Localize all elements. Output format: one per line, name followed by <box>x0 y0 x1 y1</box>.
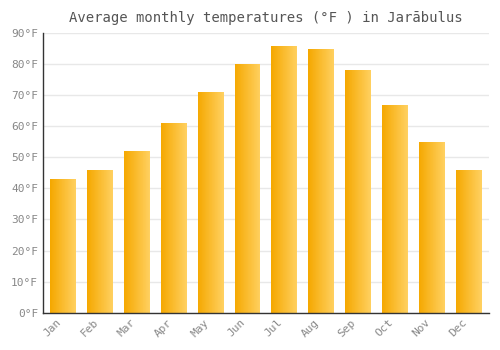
Title: Average monthly temperatures (°F ) in Jarābulus: Average monthly temperatures (°F ) in Ja… <box>69 11 462 25</box>
